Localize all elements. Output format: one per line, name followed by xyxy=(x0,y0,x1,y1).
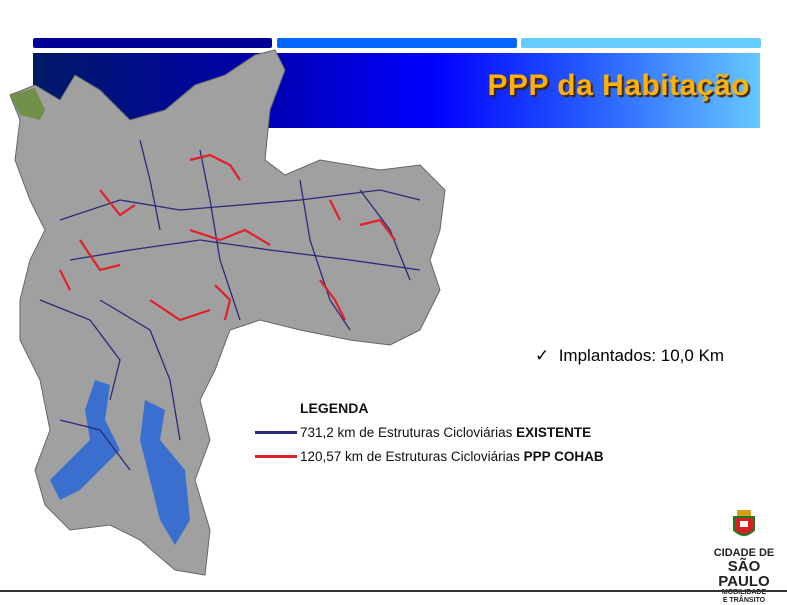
legend-title: LEGENDA xyxy=(300,400,369,416)
footer-divider xyxy=(0,590,787,592)
logo-line4: E TRÂNSITO xyxy=(722,597,766,604)
legend-item-cohab: 120,57 km de Estruturas Cicloviárias PPP… xyxy=(255,444,604,468)
legend: LEGENDA 731,2 km de Estruturas Cicloviár… xyxy=(255,400,604,468)
legend-text: 731,2 km de Estruturas Cicloviárias xyxy=(300,424,513,440)
legend-bold: PPP COHAB xyxy=(523,448,604,464)
implemented-status: ✓ Implantados: 10,0 Km xyxy=(535,346,724,366)
header-bar-dark xyxy=(33,38,272,48)
legend-swatch-existing xyxy=(255,430,297,434)
city-crest-icon xyxy=(733,510,755,536)
logo-line1: CIDADE DE xyxy=(713,547,775,559)
logo-line2: SÃO PAULO xyxy=(718,558,770,590)
header-bar-light xyxy=(521,38,761,48)
logo-line3: MOBILIDADE xyxy=(721,589,767,596)
header-bar-mid xyxy=(277,38,517,48)
legend-bold: EXISTENTE xyxy=(516,424,592,440)
reservoirs xyxy=(50,380,190,545)
existing-bike-lanes xyxy=(39,139,421,471)
sao-paulo-logo: CIDADE DE SÃO PAULO MOBILIDADE E TRÂNSIT… xyxy=(704,510,784,605)
check-icon: ✓ xyxy=(535,346,550,365)
implemented-text: Implantados: 10,0 Km xyxy=(558,346,725,365)
ppp-cohab-bike-lanes xyxy=(59,153,396,322)
legend-swatch-cohab xyxy=(255,454,297,458)
park-area xyxy=(10,88,45,120)
slide-title: PPP da Habitação xyxy=(487,69,750,102)
legend-item-existing: 731,2 km de Estruturas Cicloviárias EXIS… xyxy=(255,420,604,444)
legend-text: 120,57 km de Estruturas Cicloviárias xyxy=(300,448,520,464)
